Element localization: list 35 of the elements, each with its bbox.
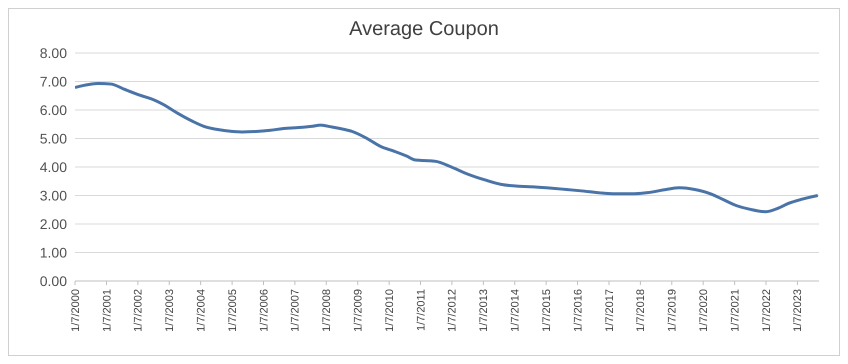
x-tick-label: 1/7/2019 — [666, 289, 679, 332]
y-tick-label: 7.00 — [40, 73, 68, 90]
x-tick-label: 1/7/2001 — [101, 289, 114, 332]
y-tick-label: 4.00 — [40, 158, 68, 175]
x-tick-label: 1/7/2020 — [698, 289, 710, 332]
y-tick-label: 1.00 — [40, 244, 68, 260]
x-tick-label: 1/7/2004 — [195, 289, 208, 332]
y-tick-label: 5.00 — [40, 130, 68, 146]
x-tick-label: 1/7/2008 — [321, 289, 334, 332]
chart-title: Average Coupon — [348, 17, 500, 41]
y-tick-label: 0.00 — [40, 272, 68, 289]
y-tick-label: 3.00 — [40, 187, 68, 204]
x-tick-label: 1/7/2011 — [415, 289, 428, 332]
x-tick-label: 1/7/2003 — [164, 289, 176, 332]
x-tick-label: 1/7/2007 — [290, 289, 302, 332]
x-tick-label: 1/7/2006 — [258, 289, 270, 332]
x-tick-label: 1/7/2002 — [132, 289, 145, 332]
y-tick-label: 8.00 — [40, 44, 68, 61]
x-tick-label: 1/7/2009 — [352, 289, 365, 332]
x-tick-label: 1/7/2010 — [384, 289, 396, 332]
x-tick-label: 1/7/2013 — [478, 289, 490, 332]
y-tick-label: 2.00 — [40, 216, 68, 232]
x-tick-label: 1/7/2021 — [729, 289, 742, 332]
x-tick-label: 1/7/2014 — [510, 289, 522, 332]
x-tick-label: 1/7/2012 — [446, 289, 459, 332]
x-tick-label: 1/7/2023 — [792, 289, 804, 332]
x-tick-label: 1/7/2017 — [604, 289, 616, 332]
x-tick-label: 1/7/2000 — [70, 289, 82, 332]
x-tick-label: 1/7/2018 — [635, 289, 648, 332]
y-tick-label: 6.00 — [40, 102, 68, 118]
x-tick-label: 1/7/2016 — [572, 289, 584, 332]
x-tick-label: 1/7/2015 — [540, 289, 553, 332]
x-tick-label: 1/7/2005 — [226, 289, 239, 332]
x-tick-label: 1/7/2022 — [760, 289, 773, 332]
line-series — [75, 82, 819, 214]
